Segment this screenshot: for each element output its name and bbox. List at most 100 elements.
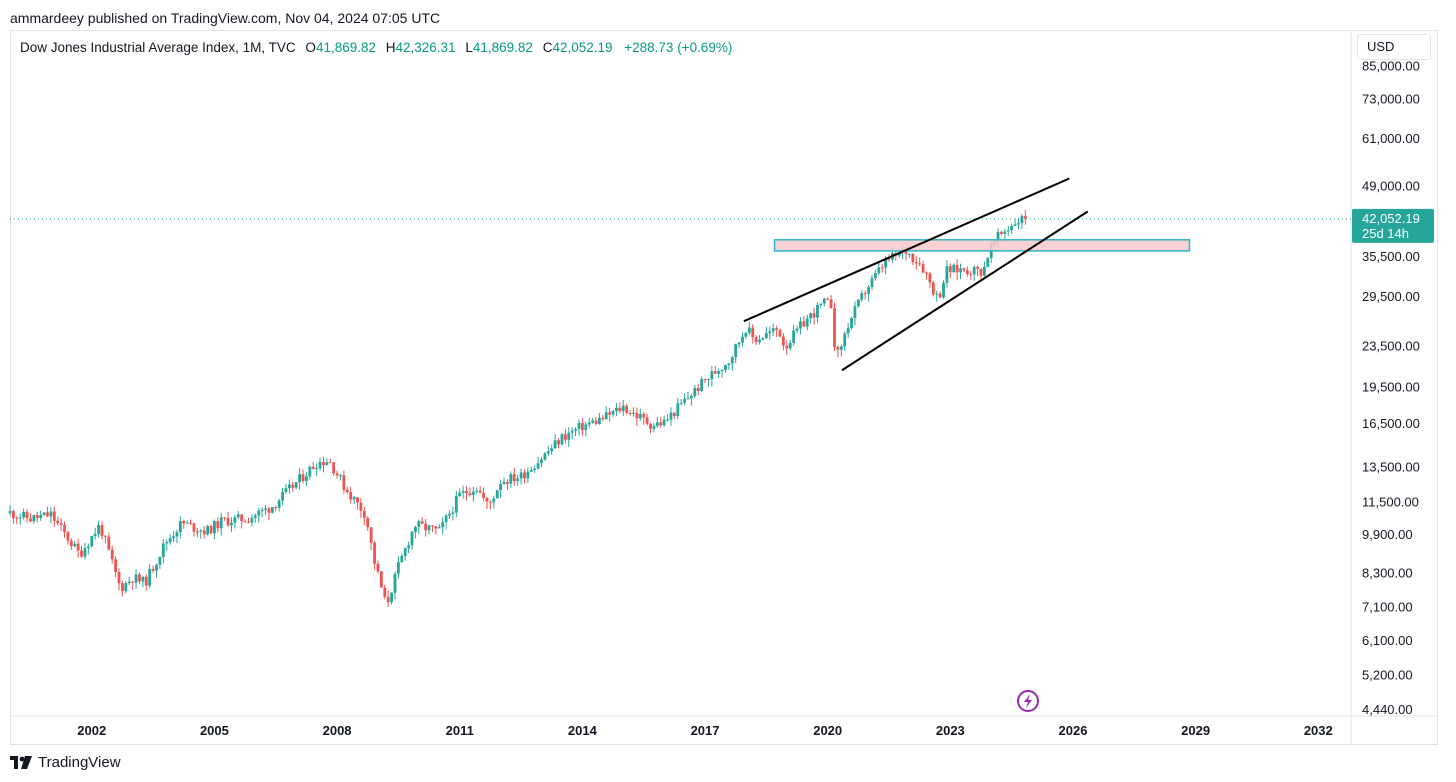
candle-body (414, 527, 417, 532)
candle-body (836, 347, 840, 350)
candle-body (390, 592, 393, 603)
lightning-icon[interactable] (1017, 690, 1039, 712)
candle-body (741, 336, 744, 343)
resistance-zone[interactable] (773, 239, 1191, 252)
candle-body (523, 472, 526, 479)
candle-body (335, 473, 339, 476)
candle-body (529, 470, 533, 472)
candle-body (277, 500, 281, 508)
candle-body (103, 535, 107, 537)
candle-body (580, 423, 584, 431)
candle-body (1023, 216, 1027, 219)
candle-body (512, 474, 516, 482)
candle-body (983, 267, 986, 276)
candle-body (928, 273, 932, 283)
lower-trendline[interactable] (841, 210, 1089, 372)
open-label: O (305, 40, 316, 55)
candle-body (345, 489, 349, 493)
high-value: 42,326.31 (395, 40, 456, 55)
candle-body (308, 466, 312, 477)
candle-body (884, 258, 888, 268)
candle-body (322, 461, 325, 466)
price-tick-label: 7,100.00 (1362, 600, 1413, 615)
price-tick-label: 4,440.00 (1362, 702, 1413, 717)
candle-body (260, 509, 264, 511)
candle-body (822, 298, 826, 304)
candle-body (955, 264, 959, 273)
candle-body (219, 517, 223, 529)
candle-body (666, 419, 669, 421)
candle-body (386, 596, 390, 603)
candle-body (287, 484, 291, 489)
candle-body (369, 527, 373, 543)
time-tick-label: 2032 (1304, 723, 1333, 738)
candle-body (543, 453, 547, 460)
candle-body (18, 517, 22, 519)
candle-body (42, 512, 46, 516)
candle-body (393, 573, 397, 593)
candle-body (611, 411, 615, 415)
candle-body (942, 282, 945, 298)
price-tick-label: 13,500.00 (1362, 460, 1420, 475)
candle-body (448, 513, 451, 516)
candle-body (29, 518, 32, 522)
symbol-title: Dow Jones Industrial Average Index, 1M, … (20, 40, 296, 55)
candle-body (134, 574, 138, 583)
time-tick-label: 2002 (77, 723, 106, 738)
candle-body (938, 293, 942, 298)
candle-body (887, 258, 891, 260)
price-axis[interactable]: 85,000.00 73,000.00 61,000.00 49,000.00 35,5… (1362, 58, 1420, 717)
drawings-layer[interactable] (743, 177, 1191, 372)
close-value: 42,052.19 (552, 40, 613, 55)
candle-body (22, 511, 26, 518)
candle-body (676, 403, 680, 417)
candle-body (151, 568, 155, 571)
candle-body (546, 451, 550, 454)
candle-body (274, 507, 278, 509)
candle-body (356, 497, 359, 503)
candle-body (625, 405, 629, 413)
candle-body (877, 267, 881, 274)
candle-body (788, 342, 792, 349)
candle-body (69, 540, 73, 547)
candle-body (427, 525, 431, 531)
candle-body (444, 515, 448, 523)
tradingview-brand[interactable]: TradingView (10, 754, 121, 771)
candle-body (468, 493, 472, 495)
candle-body (713, 371, 717, 374)
candle-body (434, 526, 438, 529)
candle-body (257, 510, 261, 516)
candle-body (850, 317, 853, 329)
candle-body (114, 559, 118, 572)
candle-body (870, 278, 874, 288)
candle-body (155, 564, 158, 571)
candle-body (52, 511, 56, 521)
candle-body (700, 378, 704, 392)
time-axis[interactable]: 2002 2005 2008 2011 2014 2017 2020 2023 2026 2029… (77, 723, 1332, 738)
candle-body (553, 440, 557, 449)
candle-body (659, 422, 663, 426)
candle-body (240, 514, 244, 522)
candle-body (945, 266, 949, 283)
candle-body (373, 542, 376, 564)
currency-selector[interactable]: USD (1357, 34, 1431, 60)
upper-trendline[interactable] (743, 177, 1070, 323)
candle-body (482, 492, 485, 498)
candle-body (325, 462, 329, 466)
close-label: C (542, 40, 553, 55)
candle-body (121, 583, 124, 592)
candle-body (608, 412, 612, 415)
candle-body (80, 550, 83, 557)
time-tick-label: 2029 (1181, 723, 1210, 738)
candle-body (311, 466, 315, 470)
candle-body (962, 268, 966, 271)
candle-body (690, 396, 693, 399)
candle-body (652, 425, 656, 429)
candle-body (598, 417, 601, 424)
candle-body (86, 546, 90, 549)
candle-body (424, 523, 428, 531)
candle-body (829, 299, 833, 309)
candle-body (192, 523, 196, 532)
candle-body (935, 293, 939, 295)
